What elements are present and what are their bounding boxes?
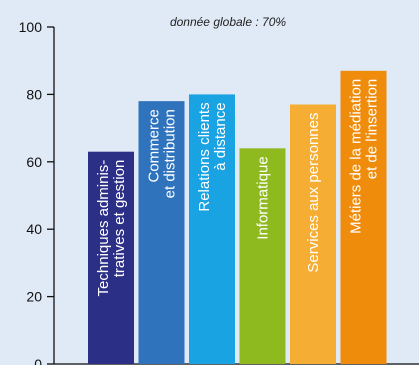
svg-text:Techniques adminis-tratives et: Techniques adminis-tratives et gestion bbox=[95, 160, 128, 297]
y-tick-label: 40 bbox=[26, 221, 42, 237]
bar-label-line: et de l'insertion bbox=[364, 79, 381, 179]
bar-label-line: tratives et gestion bbox=[111, 160, 128, 278]
bars bbox=[88, 70, 387, 365]
bar bbox=[239, 148, 286, 364]
bar bbox=[189, 94, 235, 365]
bar-label-line: à distance bbox=[212, 102, 229, 170]
bar-category-label: Métiers de la médiationet de l'insertion bbox=[348, 79, 381, 234]
bar-label-line: Commerce bbox=[146, 109, 163, 182]
svg-text:Commerceet distribution: Commerceet distribution bbox=[146, 109, 179, 198]
bar-label-line: Informatique bbox=[255, 156, 272, 239]
bar-label-line: Techniques adminis- bbox=[95, 160, 112, 297]
bar-label-line: Services aux personnes bbox=[305, 113, 322, 273]
bar-category-label: Commerceet distribution bbox=[146, 109, 179, 198]
bar-label-line: et distribution bbox=[162, 109, 179, 198]
bar-label-line: Métiers de la médiation bbox=[348, 79, 365, 234]
svg-text:Informatique: Informatique bbox=[255, 156, 272, 239]
bar bbox=[340, 70, 387, 364]
bar-category-label: Relations clientsà distance bbox=[196, 102, 229, 211]
bar-category-label: Techniques adminis-tratives et gestion bbox=[95, 160, 128, 297]
y-tick-label: 100 bbox=[19, 19, 43, 35]
svg-text:Relations clientsà distance: Relations clientsà distance bbox=[196, 102, 229, 211]
bar-category-label: Informatique bbox=[255, 156, 272, 239]
bar bbox=[88, 151, 134, 364]
bar-labels: Techniques adminis-tratives et gestion Co… bbox=[95, 79, 381, 297]
svg-text:Services aux personnes: Services aux personnes bbox=[305, 113, 322, 273]
chart-annotation: donnée globale : 70% bbox=[170, 15, 286, 29]
y-tick-label: 20 bbox=[26, 289, 42, 305]
y-tick-label: 0 bbox=[34, 356, 42, 365]
svg-text:Métiers de la médiationet de l: Métiers de la médiationet de l'insertion bbox=[348, 79, 381, 234]
y-tick-label: 60 bbox=[26, 154, 42, 170]
bar bbox=[290, 104, 336, 364]
bar bbox=[138, 101, 185, 364]
bar-category-label: Services aux personnes bbox=[305, 113, 322, 273]
y-tick-label: 80 bbox=[26, 86, 42, 102]
bar-label-line: Relations clients bbox=[196, 102, 213, 211]
